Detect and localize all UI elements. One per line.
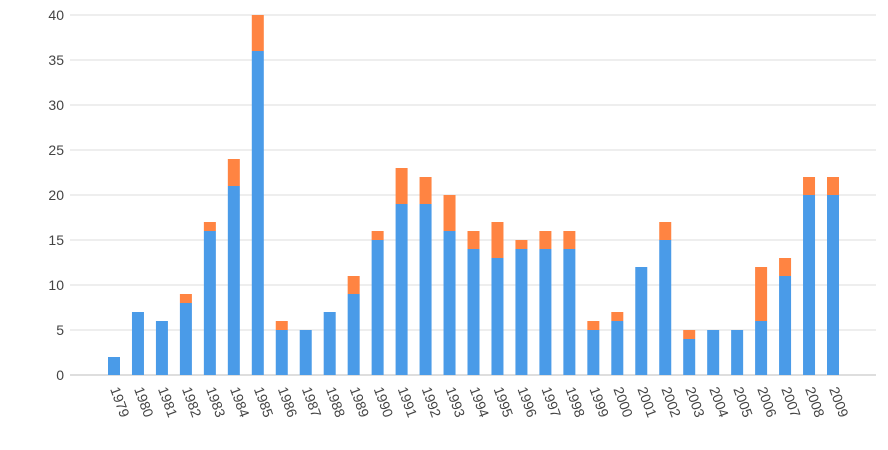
bar-segment-series-1[interactable] bbox=[611, 321, 624, 375]
y-tick-label: 20 bbox=[48, 187, 64, 203]
bar-segment-series-2[interactable] bbox=[827, 177, 839, 195]
bar-segment-series-2[interactable] bbox=[371, 231, 384, 240]
x-tick-label: 2009 bbox=[826, 385, 852, 420]
bar-segment-series-1[interactable] bbox=[803, 195, 816, 375]
bar-segment-series-2[interactable] bbox=[683, 330, 696, 339]
bar-segment-series-2[interactable] bbox=[611, 312, 624, 321]
bar-segment-series-2[interactable] bbox=[251, 15, 264, 51]
bar-segment-series-1[interactable] bbox=[371, 240, 384, 375]
bar-segment-series-2[interactable] bbox=[491, 222, 504, 258]
x-tick-label: 1981 bbox=[155, 385, 181, 420]
bar-segment-series-1[interactable] bbox=[731, 330, 744, 375]
x-tick-label: 1996 bbox=[515, 385, 541, 420]
x-tick-label: 2008 bbox=[802, 385, 828, 420]
y-tick-label: 40 bbox=[48, 7, 64, 23]
x-tick-label: 2005 bbox=[730, 385, 756, 420]
x-tick-label: 1988 bbox=[323, 385, 349, 420]
bar-segment-series-1[interactable] bbox=[443, 231, 456, 375]
bar-segment-series-2[interactable] bbox=[779, 258, 792, 276]
bar-segment-series-2[interactable] bbox=[803, 177, 816, 195]
bar-segment-series-2[interactable] bbox=[347, 276, 360, 294]
x-tick-label: 1980 bbox=[131, 385, 157, 420]
bar-segment-series-2[interactable] bbox=[515, 240, 528, 249]
bar-segment-series-1[interactable] bbox=[131, 312, 144, 375]
bar-segment-series-1[interactable] bbox=[587, 330, 600, 375]
x-tick-label: 1998 bbox=[563, 385, 589, 420]
bar-segment-series-1[interactable] bbox=[635, 267, 648, 375]
bar-segment-series-2[interactable] bbox=[587, 321, 600, 330]
bar-segment-series-1[interactable] bbox=[539, 249, 552, 375]
bar-segment-series-2[interactable] bbox=[227, 159, 240, 186]
bar-segment-series-2[interactable] bbox=[203, 222, 216, 231]
bar-segment-series-1[interactable] bbox=[683, 339, 696, 375]
x-tick-label: 1991 bbox=[395, 385, 421, 420]
bar-segment-series-2[interactable] bbox=[539, 231, 552, 249]
x-tick-label: 1979 bbox=[107, 385, 133, 420]
bar-segment-series-2[interactable] bbox=[419, 177, 432, 204]
x-tick-label: 1990 bbox=[371, 385, 397, 420]
bar-segment-series-2[interactable] bbox=[563, 231, 576, 249]
x-tick-label: 1982 bbox=[179, 385, 205, 420]
x-tick-label: 2000 bbox=[610, 385, 636, 420]
bar-segment-series-1[interactable] bbox=[395, 204, 408, 375]
bar-segment-series-2[interactable] bbox=[443, 195, 456, 231]
bars bbox=[108, 15, 839, 375]
bar-segment-series-2[interactable] bbox=[467, 231, 480, 249]
y-axis: 0 5 10 15 20 25 30 35 40 bbox=[48, 7, 64, 383]
x-tick-label: 2006 bbox=[754, 385, 780, 420]
x-tick-label: 1985 bbox=[251, 385, 277, 420]
bar-segment-series-1[interactable] bbox=[203, 231, 216, 375]
bar-segment-series-1[interactable] bbox=[755, 321, 768, 375]
x-axis: 1979198019811982198319841985198619871988… bbox=[107, 385, 852, 420]
bar-segment-series-1[interactable] bbox=[827, 195, 839, 375]
x-tick-label: 2003 bbox=[682, 385, 708, 420]
x-tick-label: 1992 bbox=[419, 385, 445, 420]
bar-segment-series-1[interactable] bbox=[491, 258, 504, 375]
bar-segment-series-1[interactable] bbox=[108, 357, 120, 375]
x-tick-label: 1994 bbox=[467, 385, 493, 420]
x-tick-label: 2007 bbox=[778, 385, 804, 420]
x-tick-label: 2001 bbox=[634, 385, 660, 420]
x-tick-label: 1986 bbox=[275, 385, 301, 420]
x-tick-label: 1983 bbox=[203, 385, 229, 420]
x-tick-label: 2002 bbox=[658, 385, 684, 420]
y-tick-label: 5 bbox=[56, 322, 64, 338]
x-tick-label: 1984 bbox=[227, 385, 253, 420]
x-tick-label: 1987 bbox=[299, 385, 325, 420]
y-tick-label: 25 bbox=[48, 142, 64, 158]
bar-segment-series-2[interactable] bbox=[275, 321, 288, 330]
x-tick-label: 1995 bbox=[491, 385, 517, 420]
bar-segment-series-1[interactable] bbox=[251, 51, 264, 375]
bar-segment-series-1[interactable] bbox=[227, 186, 240, 375]
y-tick-label: 35 bbox=[48, 52, 64, 68]
bar-segment-series-1[interactable] bbox=[323, 312, 336, 375]
bar-segment-series-1[interactable] bbox=[467, 249, 480, 375]
y-tick-label: 30 bbox=[48, 97, 64, 113]
x-tick-label: 2004 bbox=[706, 385, 732, 420]
bar-segment-series-2[interactable] bbox=[755, 267, 768, 321]
bar-segment-series-1[interactable] bbox=[155, 321, 168, 375]
bar-segment-series-1[interactable] bbox=[419, 204, 432, 375]
x-tick-label: 1999 bbox=[587, 385, 613, 420]
bar-segment-series-1[interactable] bbox=[179, 303, 192, 375]
bar-segment-series-1[interactable] bbox=[515, 249, 528, 375]
y-tick-label: 10 bbox=[48, 277, 64, 293]
bar-segment-series-1[interactable] bbox=[659, 240, 672, 375]
bar-segment-series-1[interactable] bbox=[275, 330, 288, 375]
y-tick-label: 15 bbox=[48, 232, 64, 248]
bar-segment-series-1[interactable] bbox=[299, 330, 312, 375]
bar-segment-series-2[interactable] bbox=[659, 222, 672, 240]
x-tick-label: 1993 bbox=[443, 385, 469, 420]
bar-segment-series-1[interactable] bbox=[779, 276, 792, 375]
bar-segment-series-2[interactable] bbox=[179, 294, 192, 303]
bar-segment-series-2[interactable] bbox=[395, 168, 408, 204]
bar-segment-series-1[interactable] bbox=[563, 249, 576, 375]
bar-segment-series-1[interactable] bbox=[347, 294, 360, 375]
bar-segment-series-1[interactable] bbox=[707, 330, 720, 375]
x-tick-label: 1989 bbox=[347, 385, 373, 420]
y-tick-label: 0 bbox=[56, 367, 64, 383]
x-tick-label: 1997 bbox=[539, 385, 565, 420]
